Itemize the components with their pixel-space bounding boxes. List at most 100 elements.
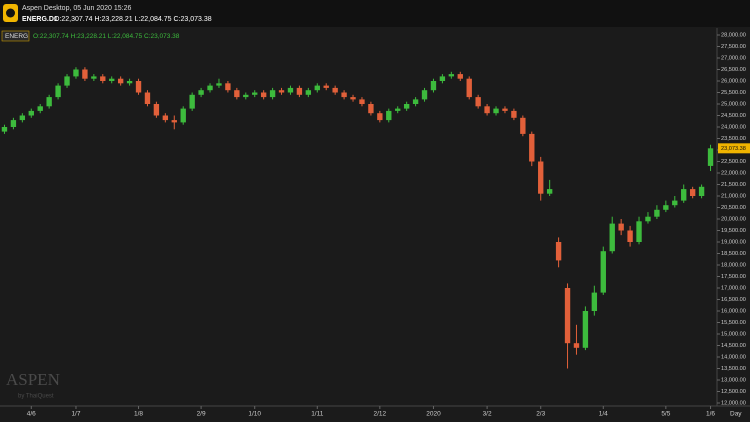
candle-body	[609, 223, 615, 252]
y-tick-label: 17,000.00	[721, 285, 746, 291]
candle-body	[663, 205, 669, 210]
x-tick-label: 4/6	[27, 411, 36, 418]
candle-body	[171, 120, 177, 123]
x-tick-label: 1/6	[706, 411, 715, 418]
x-tick-label: 2/12	[374, 411, 387, 418]
candle-body	[135, 81, 142, 93]
x-tick-label: 1/4	[599, 411, 608, 418]
candle-body	[234, 90, 240, 98]
candle-body	[421, 90, 428, 100]
candle-body	[636, 221, 642, 242]
candle-body	[672, 200, 678, 206]
candle-body	[654, 209, 660, 217]
candle-body	[555, 242, 562, 261]
candle-body	[28, 110, 34, 116]
candle-body	[91, 76, 97, 79]
candle-body	[386, 110, 392, 121]
x-tick-label: 1/8	[134, 411, 143, 418]
candle-body	[314, 85, 320, 91]
x-tick-label: 2/9	[197, 411, 206, 418]
candle-body	[466, 78, 472, 98]
x-axis-label: Day	[730, 411, 742, 418]
candle-body	[448, 74, 455, 77]
y-tick-label: 25,000.00	[721, 101, 746, 107]
candle-body	[100, 76, 106, 81]
y-tick-label: 20,500.00	[721, 205, 746, 211]
candle-body	[46, 97, 52, 107]
ohlc-header: O:22,307.74 H:23,228.21 L:22,084.75 C:23…	[54, 16, 212, 23]
watermark-by: by ThaiQuest	[18, 394, 54, 400]
y-tick-label: 18,000.00	[721, 262, 746, 268]
candle-body	[707, 148, 714, 166]
candle-body	[430, 81, 437, 91]
candle-body	[546, 189, 553, 194]
y-tick-label: 24,000.00	[721, 124, 746, 130]
candle-body	[529, 133, 535, 162]
candle-body	[189, 94, 195, 109]
candle-body	[216, 83, 222, 86]
candle-body	[618, 223, 624, 231]
y-tick-label: 27,000.00	[721, 55, 746, 61]
candle-body	[573, 343, 580, 348]
candle-body	[117, 78, 124, 84]
candle-body	[287, 87, 294, 93]
last-price-tag	[718, 143, 750, 154]
candle-body	[484, 106, 490, 114]
y-tick-label: 19,500.00	[721, 228, 746, 234]
candle-body	[252, 92, 258, 95]
candle-body	[55, 85, 61, 98]
candle-body	[520, 117, 526, 134]
candle-body	[73, 69, 79, 77]
y-tick-label: 25,500.00	[721, 90, 746, 96]
series-label: ENERG	[5, 33, 28, 40]
candle-body	[332, 87, 338, 93]
candle-body	[502, 108, 508, 111]
candle-body	[681, 189, 687, 201]
candle-body	[323, 85, 329, 88]
candle-body	[511, 110, 517, 118]
candle-body	[368, 104, 374, 114]
y-tick-label: 14,000.00	[721, 354, 746, 360]
candle-body	[207, 85, 213, 91]
candle-body	[457, 74, 463, 79]
x-tick-label: 1/7	[71, 411, 80, 418]
watermark-brand: ASPEN	[6, 370, 60, 389]
candle-body	[564, 288, 571, 344]
candle-body	[260, 92, 267, 98]
x-tick-label: 3/2	[483, 411, 492, 418]
candle-body	[377, 113, 383, 121]
candle-body	[278, 90, 285, 93]
candle-body	[19, 115, 26, 121]
y-tick-label: 20,000.00	[721, 216, 746, 222]
candle-body	[1, 127, 8, 132]
candle-body	[82, 69, 88, 79]
y-tick-label: 26,500.00	[721, 67, 746, 73]
candle-body	[582, 311, 589, 348]
candle-body	[64, 76, 70, 86]
y-tick-label: 21,000.00	[721, 193, 746, 199]
candle-body	[144, 92, 151, 104]
candle-body	[359, 99, 365, 104]
y-tick-label: 22,500.00	[721, 159, 746, 165]
candle-body	[269, 90, 276, 98]
candle-body	[341, 92, 347, 98]
y-tick-label: 24,500.00	[721, 113, 746, 119]
x-tick-label: 1/10	[248, 411, 261, 418]
candle-body	[689, 189, 696, 196]
candle-body	[162, 115, 169, 121]
x-tick-label: 5/5	[661, 411, 670, 418]
last-price-label: 23,073.38	[721, 146, 746, 152]
candle-body	[403, 104, 410, 109]
candle-body	[37, 106, 43, 111]
symbol: ENERG.D1	[22, 16, 58, 23]
y-tick-label: 15,000.00	[721, 331, 746, 337]
candle-body	[412, 99, 419, 104]
y-tick-label: 21,500.00	[721, 182, 746, 188]
y-tick-label: 17,500.00	[721, 274, 746, 280]
candle-body	[395, 108, 401, 111]
y-tick-label: 23,500.00	[721, 136, 746, 142]
header-bar	[0, 0, 750, 27]
y-tick-label: 16,000.00	[721, 308, 746, 314]
y-tick-label: 16,500.00	[721, 297, 746, 303]
